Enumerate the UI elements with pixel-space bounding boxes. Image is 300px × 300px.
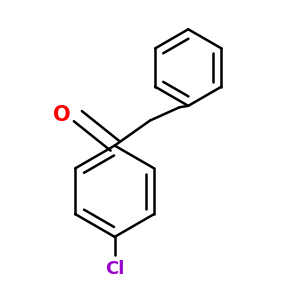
Text: O: O <box>53 105 70 125</box>
Text: Cl: Cl <box>105 260 124 278</box>
